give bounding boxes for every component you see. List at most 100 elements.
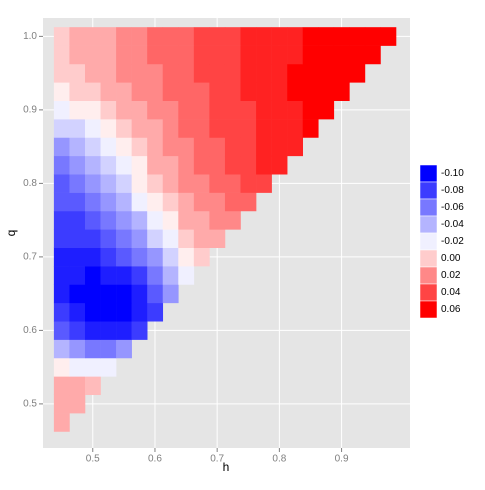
tile	[116, 302, 132, 322]
tile	[69, 229, 86, 249]
tile	[116, 63, 132, 83]
tile	[147, 192, 164, 212]
tile	[209, 27, 226, 46]
axes: 0.5 0.6 0.7 0.8 0.9 0.5 0.6 0.7 0.8 0.9 1.0	[23, 31, 349, 465]
legend-key	[419, 215, 438, 234]
tile	[193, 137, 210, 157]
tile	[193, 82, 210, 101]
tile	[209, 63, 226, 83]
y-axis-title: q	[4, 230, 18, 237]
tile	[100, 192, 117, 212]
tile	[69, 192, 86, 212]
tile	[209, 210, 226, 230]
tile	[209, 155, 226, 175]
tile	[53, 192, 70, 212]
tile	[69, 266, 86, 285]
tile	[53, 174, 70, 193]
tile	[100, 119, 117, 138]
tile	[333, 63, 350, 83]
tile	[162, 192, 179, 212]
tile	[318, 45, 335, 65]
tile	[131, 100, 148, 120]
tile	[84, 137, 101, 157]
tile	[256, 82, 272, 101]
tile	[69, 63, 86, 83]
tile	[131, 45, 148, 65]
tile	[100, 284, 117, 304]
tile	[69, 82, 86, 101]
tile	[224, 100, 241, 120]
x-tick-label: 0.6	[148, 454, 162, 465]
tile	[193, 100, 210, 120]
tile	[193, 247, 210, 267]
tile	[53, 155, 70, 175]
tile	[69, 284, 86, 304]
tile	[333, 82, 350, 101]
tile	[209, 137, 226, 157]
legend-key	[419, 249, 438, 268]
tile	[131, 210, 148, 230]
tile	[53, 266, 70, 285]
legend-key	[419, 283, 438, 302]
tile	[53, 100, 70, 120]
tile	[178, 155, 195, 175]
tile	[302, 45, 319, 65]
tile	[53, 302, 70, 322]
tile	[53, 137, 70, 157]
tile	[178, 210, 195, 230]
tile	[53, 321, 70, 340]
legend-label: -0.08	[441, 185, 464, 196]
tile	[209, 100, 226, 120]
tile	[100, 100, 117, 120]
legend-label: 0.06	[441, 304, 461, 315]
tile	[131, 137, 148, 157]
x-axis-title: h	[223, 460, 230, 474]
tile	[302, 119, 319, 138]
legend-key	[419, 181, 438, 200]
tile	[287, 82, 303, 101]
tile	[131, 229, 148, 249]
tile	[53, 394, 70, 414]
tile	[162, 100, 179, 120]
tile	[131, 27, 148, 46]
tile	[116, 284, 132, 304]
tile	[84, 100, 101, 120]
tile	[240, 137, 257, 157]
tile	[84, 192, 101, 212]
tile	[224, 82, 241, 101]
tile	[53, 339, 70, 359]
tile	[100, 210, 117, 230]
tile	[53, 229, 70, 249]
legend-key	[419, 164, 438, 183]
tile	[287, 137, 303, 157]
tile	[84, 63, 101, 83]
tile	[147, 27, 164, 46]
tile	[364, 27, 381, 46]
tile	[193, 63, 210, 83]
tile	[147, 302, 164, 322]
tile	[271, 45, 288, 65]
tile	[256, 137, 272, 157]
tile	[271, 155, 288, 175]
tile	[256, 27, 272, 46]
tile	[100, 321, 117, 340]
tile	[84, 210, 101, 230]
tile	[53, 247, 70, 267]
tile	[178, 119, 195, 138]
tile	[84, 321, 101, 340]
tile	[69, 45, 86, 65]
tile	[147, 63, 164, 83]
x-tick-label: 0.5	[86, 454, 100, 465]
tile	[193, 192, 210, 212]
tile	[193, 119, 210, 138]
tile	[84, 284, 101, 304]
tile	[209, 119, 226, 138]
tile	[116, 247, 132, 267]
tile	[240, 82, 257, 101]
tile	[224, 27, 241, 46]
tile	[178, 229, 195, 249]
tile	[100, 82, 117, 101]
tile	[224, 210, 241, 230]
tile	[53, 82, 70, 101]
tile	[131, 82, 148, 101]
